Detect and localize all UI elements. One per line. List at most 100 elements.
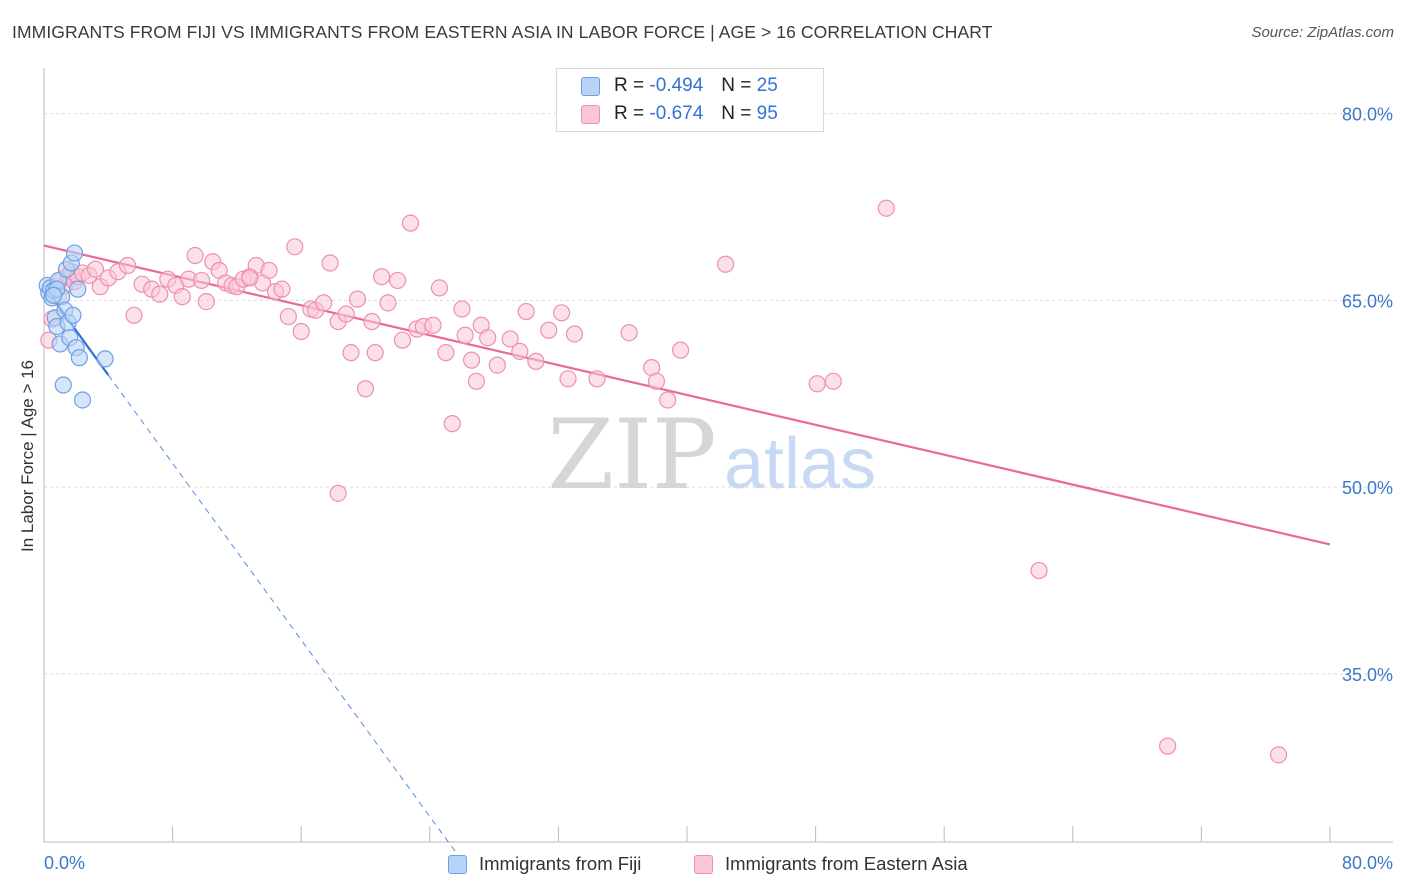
fiji-point — [65, 244, 84, 262]
ea-r-label: R = — [614, 103, 645, 124]
fiji-point — [64, 306, 82, 324]
eastern-asia-point — [424, 316, 442, 334]
eastern-asia-point — [329, 484, 347, 502]
bottom-legend-eastern-asia: Immigrants from Eastern Asia — [694, 852, 968, 876]
eastern-asia-point — [488, 356, 506, 374]
y-tick-label: 80.0% — [1342, 105, 1393, 125]
watermark: ZIP atlas — [547, 399, 876, 511]
bottom-ea-label: Immigrants from Eastern Asia — [725, 853, 968, 874]
fiji-swatch — [581, 76, 600, 96]
eastern-asia-point — [453, 300, 471, 318]
eastern-asia-point — [565, 325, 584, 343]
fiji-point — [73, 391, 92, 409]
fiji-point — [70, 349, 88, 367]
eastern-asia-point — [192, 271, 211, 290]
eastern-asia-point — [647, 372, 666, 390]
fiji-n-value: 25 — [756, 75, 778, 96]
eastern-asia-swatch — [581, 104, 600, 124]
bottom-fiji-swatch — [448, 854, 467, 874]
y-tick-label: 50.0% — [1342, 478, 1393, 498]
eastern-asia-point — [824, 372, 842, 390]
eastern-asia-point — [430, 279, 449, 297]
legend-row-eastern-asia: R = -0.674 N = 95 — [557, 101, 778, 127]
eastern-asia-point — [348, 290, 367, 308]
eastern-asia-point — [456, 326, 474, 344]
eastern-asia-point — [186, 246, 204, 265]
y-tick-label: 65.0% — [1342, 291, 1393, 311]
eastern-asia-point — [379, 294, 397, 312]
fiji-trend-line-extended — [107, 374, 463, 861]
eastern-asia-point — [241, 269, 259, 287]
correlation-legend: R = -0.494 N = 25 R = -0.674 N = 95 — [556, 68, 824, 132]
eastern-asia-trend-line — [43, 244, 1331, 546]
fiji-r-value: -0.494 — [649, 75, 704, 96]
eastern-asia-point — [197, 293, 215, 311]
eastern-asia-point — [671, 341, 690, 359]
watermark-atlas: atlas — [724, 424, 876, 504]
eastern-asia-point — [467, 372, 486, 390]
eastern-asia-point — [443, 415, 461, 433]
eastern-asia-point — [118, 256, 137, 275]
ea-n-value: 95 — [756, 103, 778, 124]
eastern-asia-point — [286, 238, 304, 256]
watermark-zip: ZIP — [547, 399, 716, 511]
eastern-asia-point — [511, 342, 529, 361]
eastern-asia-point — [1159, 737, 1177, 755]
eastern-asia-point — [86, 260, 105, 278]
grid-lines — [44, 113, 1393, 675]
eastern-asia-point — [527, 352, 545, 370]
fiji-point — [54, 376, 72, 394]
eastern-asia-point — [401, 214, 420, 232]
fiji-point — [69, 280, 87, 298]
bottom-fiji-label: Immigrants from Fiji — [479, 853, 642, 874]
eastern-asia-point — [366, 344, 384, 362]
eastern-asia-point — [559, 370, 577, 388]
eastern-asia-point — [292, 322, 310, 341]
eastern-asia-point — [393, 331, 412, 349]
eastern-asia-point — [553, 304, 571, 322]
x-tick-labels: 0.0% 80.0% — [44, 853, 1393, 873]
eastern-asia-points — [40, 199, 1288, 764]
eastern-asia-point — [588, 370, 606, 388]
eastern-asia-point — [315, 294, 333, 312]
fiji-n-label: N = — [721, 75, 752, 96]
eastern-asia-point — [1030, 561, 1048, 580]
eastern-asia-point — [260, 261, 278, 280]
eastern-asia-point — [808, 375, 826, 393]
eastern-asia-point — [125, 306, 143, 324]
chart-title: IMMIGRANTS FROM FIJI VS IMMIGRANTS FROM … — [12, 22, 993, 42]
eastern-asia-point — [540, 321, 558, 339]
eastern-asia-point — [501, 330, 519, 348]
bottom-legend-fiji: Immigrants from Fiji — [448, 852, 641, 876]
legend-row-fiji: R = -0.494 N = 25 — [557, 73, 778, 99]
eastern-asia-point — [659, 391, 677, 409]
ea-n-label: N = — [721, 103, 752, 124]
fiji-point — [96, 350, 114, 368]
x-tick-label: 80.0% — [1342, 853, 1393, 873]
ea-r-value: -0.674 — [649, 103, 704, 124]
eastern-asia-point — [337, 305, 355, 323]
x-tick-label: 0.0% — [44, 853, 85, 873]
eastern-asia-point — [363, 312, 381, 331]
eastern-asia-point — [620, 324, 638, 342]
y-tick-labels: 35.0% 50.0% 65.0% 80.0% — [1342, 105, 1393, 685]
eastern-asia-point — [716, 255, 735, 273]
eastern-asia-point — [437, 344, 455, 362]
y-tick-label: 35.0% — [1342, 665, 1393, 685]
fiji-r-label: R = — [614, 75, 645, 96]
eastern-asia-point — [173, 288, 191, 306]
eastern-asia-point — [356, 380, 375, 398]
bottom-ea-swatch — [694, 854, 713, 874]
eastern-asia-point — [877, 199, 895, 217]
eastern-asia-point — [321, 254, 339, 272]
trend-lines — [43, 244, 1331, 861]
axes — [43, 68, 1393, 843]
source-label: Source: ZipAtlas.com — [1251, 24, 1394, 41]
eastern-asia-point — [517, 302, 535, 321]
eastern-asia-point — [462, 351, 481, 369]
eastern-asia-point — [372, 268, 391, 286]
eastern-asia-point — [389, 271, 407, 290]
eastern-asia-point — [273, 280, 291, 298]
eastern-asia-point — [479, 329, 497, 347]
